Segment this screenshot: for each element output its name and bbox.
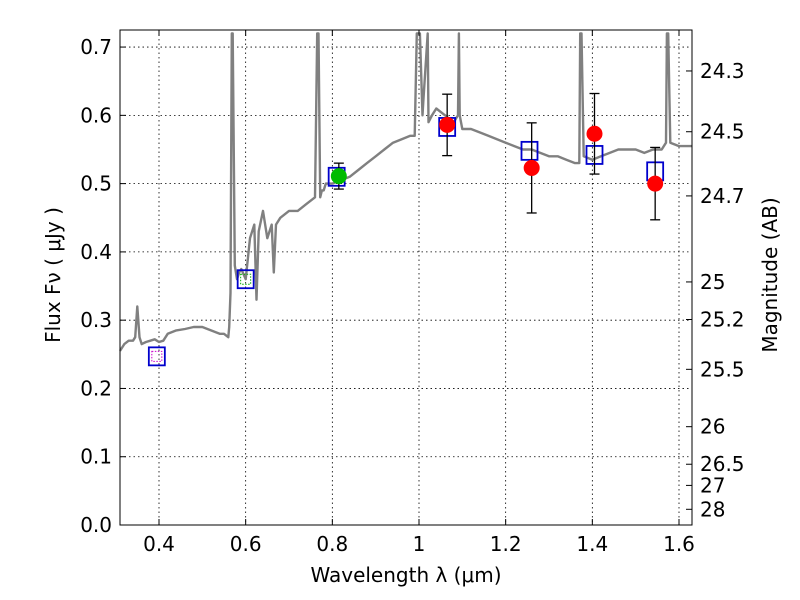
- y-tick-label: 0.7: [80, 35, 112, 59]
- y2-tick-label: 25.2: [700, 307, 745, 331]
- y2-tick-label: 26.5: [700, 452, 745, 476]
- y2-tick-label: 24.5: [700, 120, 745, 144]
- x-axis-label: Wavelength λ (μm): [310, 563, 501, 587]
- model-photometry-square: [236, 269, 255, 290]
- band-marker: [240, 273, 252, 285]
- y2-tick-label: 26: [700, 415, 725, 439]
- spectrum-line: [118, 32, 692, 352]
- model-photometry-square: [520, 140, 539, 161]
- y-tick-label: 0.6: [80, 103, 112, 127]
- y2-tick-label: 25: [700, 270, 725, 294]
- y-tick-label: 0.4: [80, 240, 112, 264]
- x-tick-label: 0.6: [230, 532, 262, 556]
- x-tick-label: 1: [413, 532, 426, 556]
- y2-tick-label: 27: [700, 473, 725, 497]
- grid-layer: [120, 30, 692, 526]
- observed-point: [330, 168, 347, 185]
- y-axis-label: Flux Fν ( μJy ): [41, 207, 65, 343]
- x-tick-label: 1.6: [663, 532, 695, 556]
- y-tick-label: 0.1: [80, 445, 112, 469]
- y2-tick-label: 25.5: [700, 357, 745, 381]
- observed-point: [439, 116, 456, 133]
- x-tick-label: 0.8: [316, 532, 348, 556]
- marker-layer: [147, 92, 665, 367]
- y2-tick-label: 24.7: [700, 184, 745, 208]
- x-tick-label: 1.4: [576, 532, 608, 556]
- tick-layer: 0.4 0.6 0.8 1 1.2 1.4 1.6 0.0 0.1 0.2 0.3 0.4 0.5 0.6…: [80, 30, 745, 556]
- observed-point: [586, 125, 603, 142]
- x-tick-label: 0.4: [143, 532, 175, 556]
- y-tick-label: 0.2: [80, 376, 112, 400]
- y2-axis-label: Magnitude (AB): [758, 197, 782, 352]
- spectrum-layer: [118, 32, 692, 352]
- observed-point: [523, 159, 540, 176]
- y2-tick-label: 28: [700, 497, 725, 521]
- y-tick-label: 0.0: [80, 513, 112, 537]
- plot-frame: [119, 29, 693, 526]
- observed-point: [647, 175, 664, 192]
- y-tick-label: 0.5: [80, 172, 112, 196]
- x-tick-label: 1.2: [490, 532, 522, 556]
- y2-tick-label: 24.3: [700, 59, 745, 83]
- model-photometry-square: [147, 346, 166, 367]
- y-tick-label: 0.3: [80, 308, 112, 332]
- band-marker: [151, 350, 163, 362]
